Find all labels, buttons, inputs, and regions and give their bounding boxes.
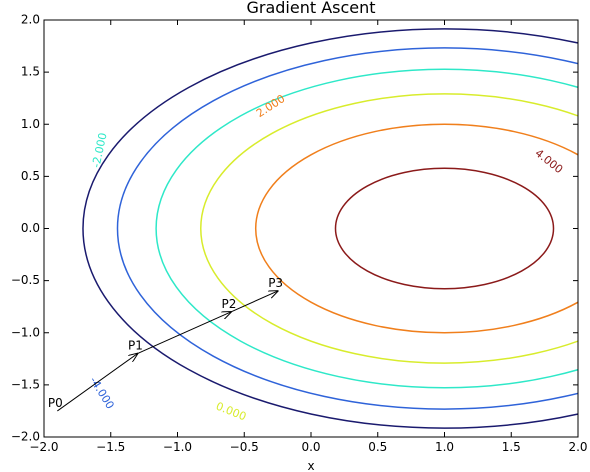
y-tick-label: 1.5 — [21, 65, 40, 79]
y-tick-label: 0.0 — [21, 221, 40, 235]
y-tick-label: 2.0 — [21, 13, 40, 27]
contour-line — [255, 123, 578, 334]
contour-line — [334, 167, 555, 290]
contour-label: 2.000 — [254, 92, 287, 120]
contour-line — [155, 68, 578, 389]
x-tick-label: −1.5 — [96, 440, 125, 454]
gradient-path — [57, 291, 278, 412]
x-tick-label: −0.5 — [230, 440, 259, 454]
chart-title: Gradient Ascent — [246, 0, 375, 17]
gradient-step-arrow — [230, 291, 278, 313]
point-label: P2 — [221, 297, 236, 311]
y-axis: −2.0 −1.5 −1.0 −0.5 0.0 0.5 1.0 1.5 2.0 — [11, 13, 578, 444]
x-tick-label: 0.0 — [301, 440, 320, 454]
gradient-step-arrow — [57, 354, 137, 412]
point-label: P1 — [128, 339, 143, 353]
x-axis-label: x — [307, 459, 314, 472]
gradient-step-arrow — [137, 312, 230, 355]
x-tick-label: 0.5 — [368, 440, 387, 454]
y-tick-label: −2.0 — [11, 430, 40, 444]
y-tick-label: 1.0 — [21, 117, 40, 131]
point-label: P3 — [268, 276, 283, 290]
y-tick-label: 0.5 — [21, 169, 40, 183]
contour-line — [200, 93, 578, 364]
contour-lines — [82, 28, 578, 429]
x-tick-label: 1.5 — [502, 440, 521, 454]
y-tick-label: −1.5 — [11, 377, 40, 391]
x-axis: −2.0 −1.5 −1.0 −0.5 0.0 0.5 1.0 1.5 2.0 — [29, 20, 588, 454]
contour-label: 4.000 — [533, 147, 566, 177]
x-tick-label: −1.0 — [163, 440, 192, 454]
point-label: P0 — [48, 396, 63, 410]
plot-frame — [43, 19, 579, 438]
contour-label: 0.000 — [214, 400, 248, 424]
x-tick-label: 2.0 — [568, 440, 587, 454]
x-tick-label: −2.0 — [29, 440, 58, 454]
y-tick-label: −1.0 — [11, 325, 40, 339]
contour-label: -4.000 — [87, 374, 117, 411]
y-tick-label: −0.5 — [11, 273, 40, 287]
x-tick-label: 1.0 — [435, 440, 454, 454]
contour-line — [116, 47, 578, 410]
point-labels: P0 P1 P2 P3 — [48, 276, 283, 410]
contour-line — [82, 28, 578, 429]
contour-label: -2.000 — [90, 132, 110, 169]
